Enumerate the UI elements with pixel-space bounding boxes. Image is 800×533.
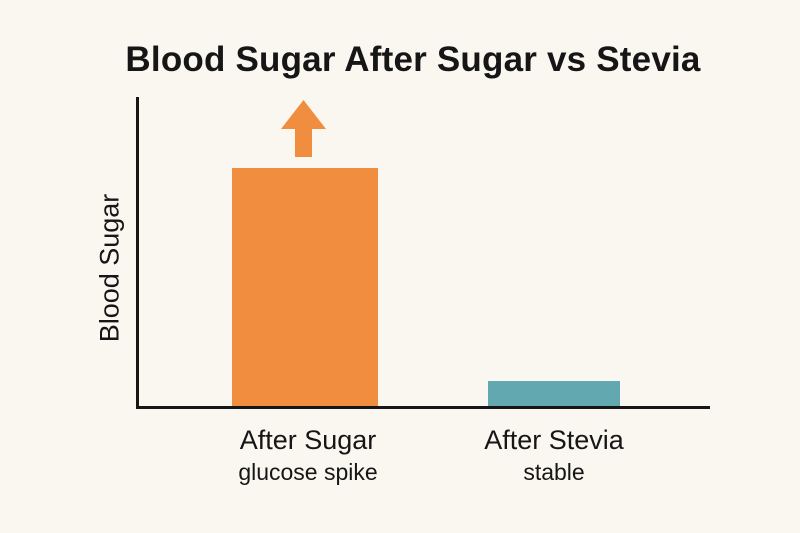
category-label-after-stevia: After Stevia bbox=[484, 425, 624, 455]
y-axis-label: Blood Sugar bbox=[94, 193, 125, 343]
category-sublabel-glucose-spike: glucose spike bbox=[238, 459, 378, 485]
category-sublabel-stable: stable bbox=[523, 459, 585, 485]
category-label-after-sugar: After Sugar bbox=[239, 425, 377, 455]
y-axis-line bbox=[136, 97, 139, 409]
arrow-up-icon bbox=[281, 100, 326, 157]
category-group-after-stevia: After Stevia stable bbox=[484, 424, 624, 487]
chart-title: Blood Sugar After Sugar vs Stevia bbox=[125, 40, 701, 79]
x-axis-line bbox=[136, 406, 710, 409]
bar-after-stevia bbox=[488, 381, 620, 406]
category-group-after-sugar: After Sugar glucose spike bbox=[238, 424, 377, 487]
bar-after-sugar bbox=[232, 168, 378, 406]
